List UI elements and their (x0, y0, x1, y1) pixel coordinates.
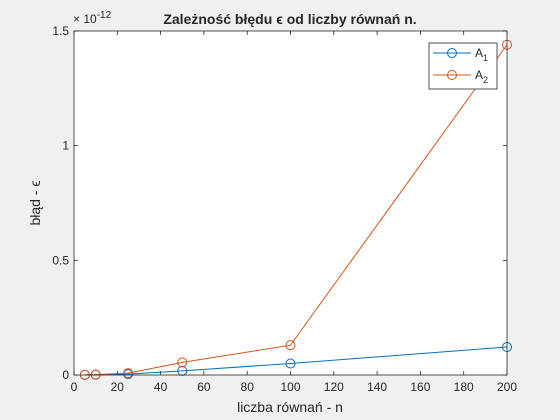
y-axis-label: błąd - ϵ (27, 180, 43, 225)
legend-box (428, 42, 498, 90)
y-tick-label-0: 0 (62, 368, 69, 382)
x-tick-label-3: 60 (197, 380, 211, 394)
x-axis-label: liczba równań - n (237, 399, 343, 415)
data-point-s1-5 (285, 358, 296, 369)
x-tick-label-2: 40 (154, 380, 168, 394)
x-tick-label-9: 180 (454, 380, 474, 394)
x-tick-label-4: 80 (241, 380, 255, 394)
x-tick-label-10: 200 (497, 380, 517, 394)
x-tick-label-5: 100 (280, 380, 300, 394)
x-tick-label-7: 140 (367, 380, 387, 394)
chart-title: Zależność błędu ϵ od liczby równań n. (163, 11, 416, 27)
legend-marker-a2 (447, 70, 457, 80)
legend-label-a1: A1 (475, 46, 488, 63)
legend-label-a2: A2 (475, 68, 488, 85)
x-tick-label-8: 160 (410, 380, 430, 394)
y-tick-label-1: 0.5 (52, 253, 69, 267)
data-point-s2-5 (285, 340, 296, 351)
legend-marker-a1 (447, 48, 457, 58)
y-exponent-base: × 10-12 (73, 10, 112, 26)
y-tick-label-3: 1.5 (52, 24, 69, 38)
x-tick-label-1: 20 (111, 380, 125, 394)
axes: 0 20 40 60 80 100 120 140 160 180 200 0 0.5 1 1.5 (52, 24, 517, 394)
x-tick-label-0: 0 (71, 380, 78, 394)
y-tick-label-2: 1 (62, 139, 69, 153)
data-point-s2-3 (123, 368, 134, 379)
x-tick-label-6: 120 (324, 380, 344, 394)
data-point-s2-4 (177, 357, 188, 368)
legend: A1 A2 (428, 42, 498, 90)
